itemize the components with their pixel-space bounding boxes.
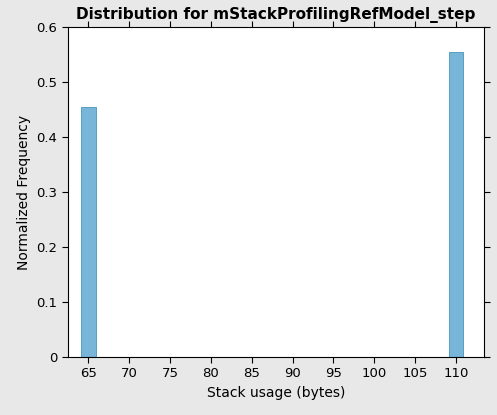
Bar xyxy=(81,107,95,357)
X-axis label: Stack usage (bytes): Stack usage (bytes) xyxy=(207,386,345,400)
Bar xyxy=(449,51,463,357)
Title: Distribution for mStackProfilingRefModel_step: Distribution for mStackProfilingRefModel… xyxy=(77,7,476,23)
Y-axis label: Normalized Frequency: Normalized Frequency xyxy=(17,115,31,270)
